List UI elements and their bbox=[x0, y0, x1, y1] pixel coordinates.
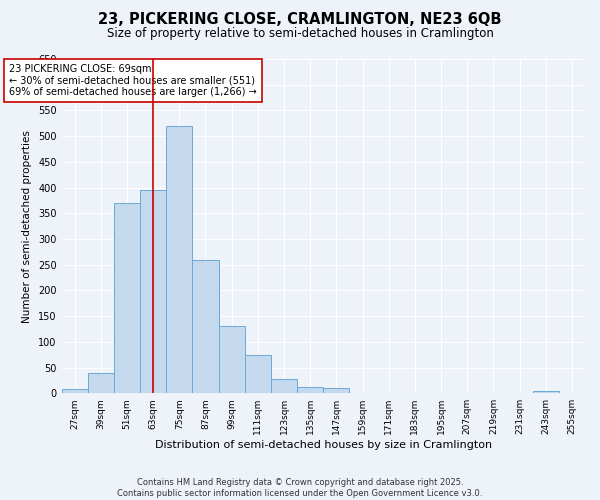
Bar bbox=[62, 389, 88, 393]
Bar bbox=[166, 126, 193, 393]
Bar bbox=[218, 326, 245, 393]
Bar bbox=[114, 203, 140, 393]
Bar bbox=[271, 380, 297, 393]
Bar bbox=[88, 372, 114, 393]
Text: 23, PICKERING CLOSE, CRAMLINGTON, NE23 6QB: 23, PICKERING CLOSE, CRAMLINGTON, NE23 6… bbox=[98, 12, 502, 28]
Bar bbox=[533, 390, 559, 393]
Text: Size of property relative to semi-detached houses in Cramlington: Size of property relative to semi-detach… bbox=[107, 28, 493, 40]
Text: Contains HM Land Registry data © Crown copyright and database right 2025.
Contai: Contains HM Land Registry data © Crown c… bbox=[118, 478, 482, 498]
Bar bbox=[245, 354, 271, 393]
Bar bbox=[323, 388, 349, 393]
Bar bbox=[193, 260, 218, 393]
Bar bbox=[140, 190, 166, 393]
Bar bbox=[297, 386, 323, 393]
Text: 23 PICKERING CLOSE: 69sqm
← 30% of semi-detached houses are smaller (551)
69% of: 23 PICKERING CLOSE: 69sqm ← 30% of semi-… bbox=[9, 64, 257, 98]
Y-axis label: Number of semi-detached properties: Number of semi-detached properties bbox=[22, 130, 32, 322]
X-axis label: Distribution of semi-detached houses by size in Cramlington: Distribution of semi-detached houses by … bbox=[155, 440, 492, 450]
